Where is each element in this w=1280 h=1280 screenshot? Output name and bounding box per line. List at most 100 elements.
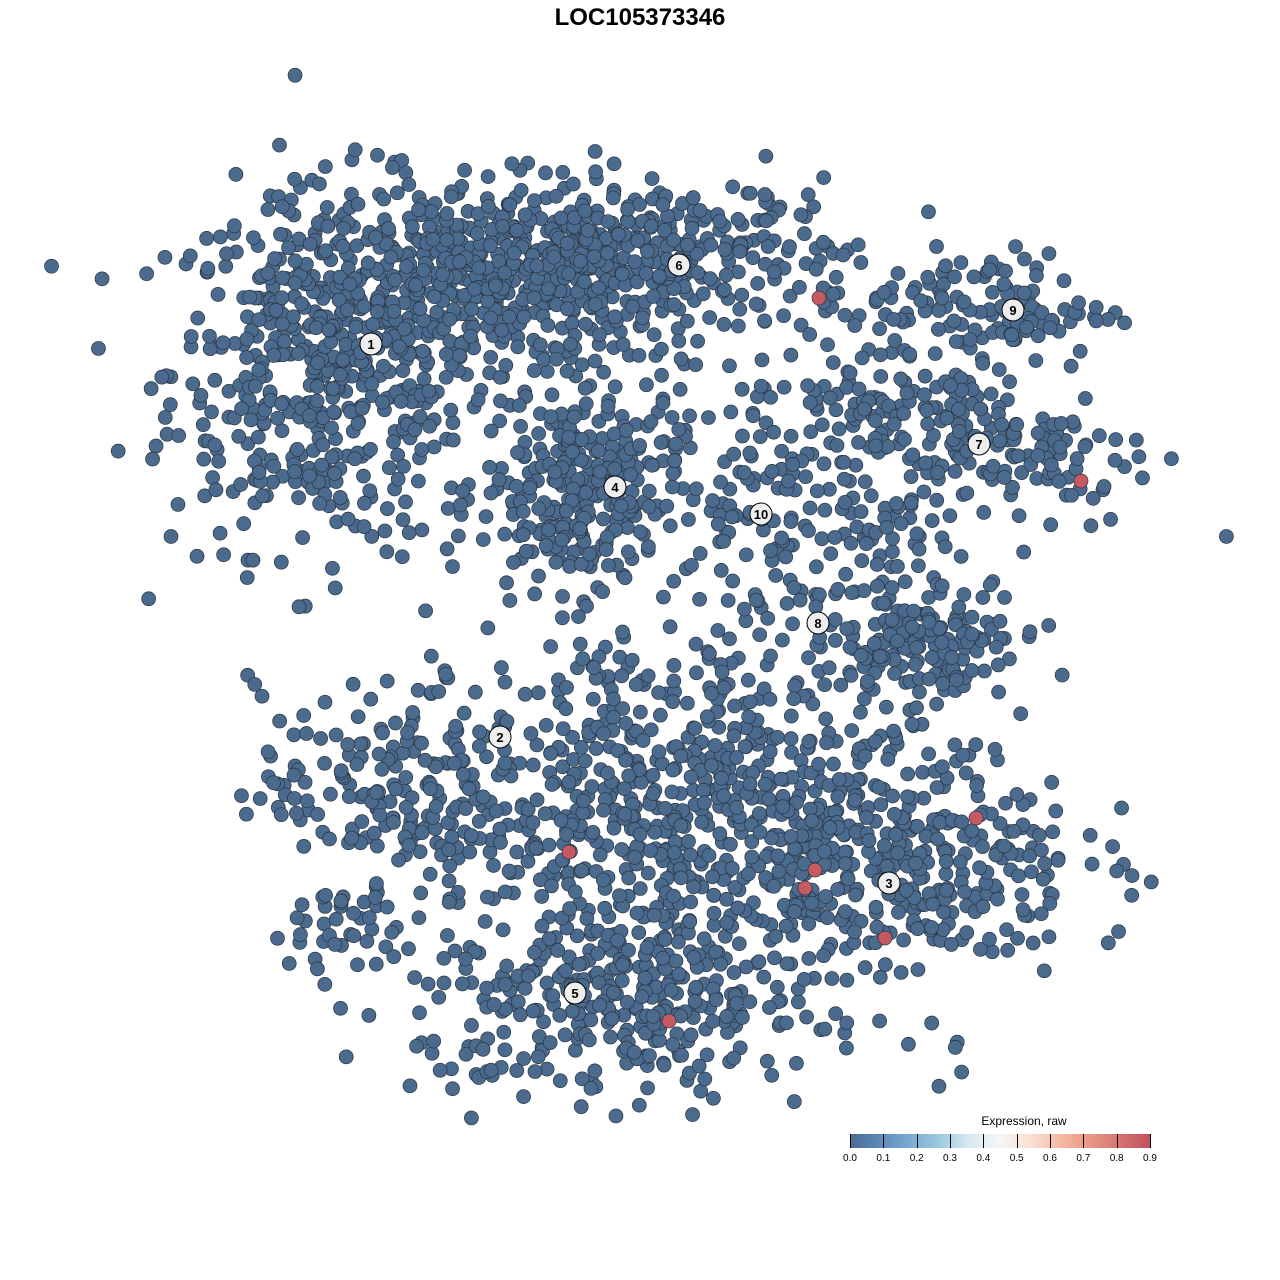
legend-tick [1016,1134,1018,1148]
data-point [830,789,846,805]
data-point [992,613,1008,629]
data-point [543,409,559,424]
data-point [578,396,594,412]
data-point [543,746,559,761]
data-point [526,290,542,306]
data-point [559,827,574,842]
data-point [287,275,303,291]
data-point [750,276,766,291]
data-point [654,367,669,383]
data-point [1124,868,1140,883]
data-point [1025,935,1041,951]
data-point [568,1042,583,1058]
data-point [881,398,896,414]
data-point [707,738,723,753]
data-point [491,254,507,269]
data-point [1072,343,1088,359]
data-point [595,511,611,527]
data-point [766,424,781,440]
data-point [818,711,834,727]
data-point [308,320,324,336]
data-point [947,464,963,479]
data-point [705,493,720,508]
data-point [692,591,707,607]
data-point [402,1078,418,1094]
data-point [497,755,513,771]
data-point [495,922,511,938]
data-point [575,651,591,667]
data-point [702,271,718,286]
data-point [876,285,892,300]
data-point [344,830,359,846]
data-point [657,801,673,816]
data-point [791,994,806,1010]
data-point [627,254,643,269]
data-point [924,650,940,665]
data-point [538,717,554,733]
legend-tick-label: 0.2 [909,1153,924,1164]
data-point [391,339,407,354]
data-point [315,437,331,453]
data-point [527,193,542,208]
data-point [273,226,288,242]
data-point [431,989,447,1005]
data-point [1010,448,1026,464]
data-point [497,1042,513,1058]
data-point [915,764,930,780]
data-point [926,428,941,443]
data-point [748,592,764,608]
data-point [302,236,318,252]
data-point [380,501,395,516]
data-point [641,483,657,499]
data-point [621,870,637,886]
data-point [618,715,634,731]
data-point [467,281,482,297]
data-point [239,350,254,365]
data-point [296,839,312,854]
data-point [903,469,919,485]
data-point [621,942,636,958]
data-point [659,498,675,514]
data-point [620,544,636,560]
data-point [390,471,406,487]
data-point [523,726,539,741]
data-point [876,595,891,611]
data-point [590,443,606,458]
data-point [1015,902,1031,917]
data-point [540,318,556,333]
data-point [773,771,789,787]
data-point [802,500,818,516]
data-point [947,1040,963,1055]
data-point [742,694,758,710]
legend-tick [883,1134,885,1148]
data-point [722,358,737,374]
data-point [673,870,689,886]
data-point [319,200,335,215]
data-point [761,791,777,807]
data-point [479,749,494,765]
data-point [653,435,669,450]
data-point [576,793,591,809]
data-point [725,573,741,589]
data-point [561,774,577,790]
data-point [335,239,351,254]
data-point [606,691,621,707]
data-point [327,937,343,952]
data-point [251,429,266,445]
data-point [423,781,438,797]
data-point [640,243,655,259]
data-point [797,226,812,242]
data-point [562,901,577,916]
data-point [287,253,303,269]
data-point [822,390,838,406]
legend-tick [1150,1134,1151,1148]
data-point [205,470,220,485]
data-point [270,930,285,946]
data-point [196,451,212,467]
data-point [426,439,442,455]
data-point [977,663,992,679]
data-point [596,872,611,888]
data-point [762,691,778,707]
data-point [501,309,517,325]
data-point [814,417,830,433]
